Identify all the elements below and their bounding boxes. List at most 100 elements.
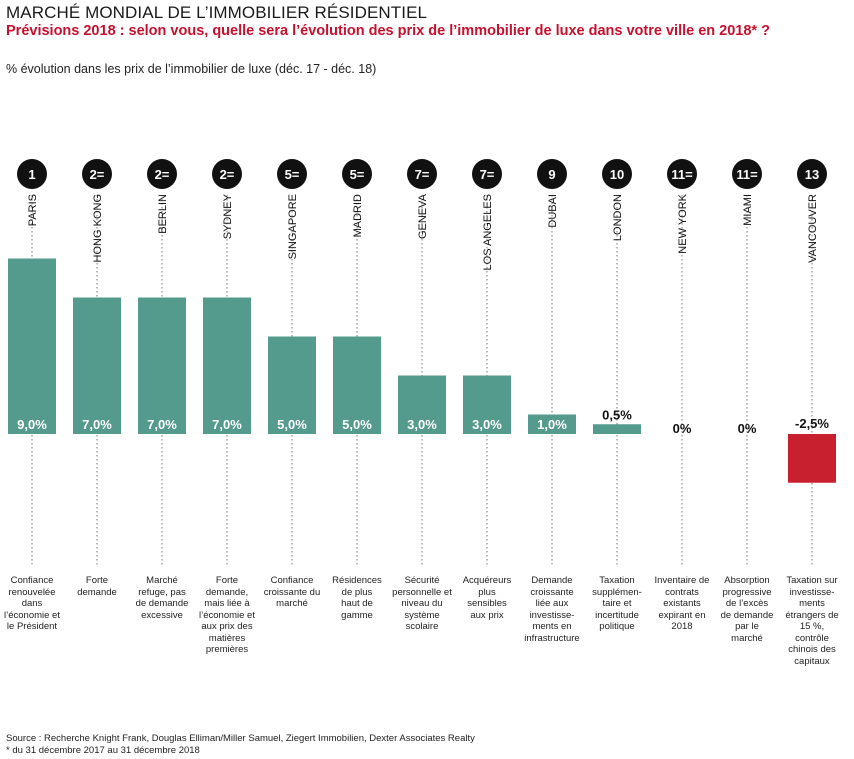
- city-description: Confiance croissante du marché: [260, 575, 324, 610]
- rank-label: 5=: [285, 167, 300, 182]
- description-line: contrats: [665, 586, 699, 598]
- rank-label: 13: [805, 167, 819, 182]
- city-label: GENEVA: [417, 193, 429, 239]
- city-description: Taxation sur investisse-ments étrangers de…: [780, 575, 844, 667]
- description-line: aux prix: [470, 609, 504, 621]
- city-label: BERLIN: [157, 194, 169, 234]
- city-description: Forte demande, mais liée à l’économie et aux…: [195, 575, 259, 656]
- description-line: personnelle et: [392, 586, 452, 598]
- value-label: 0%: [738, 421, 757, 436]
- description-line: l’économie et: [199, 609, 255, 621]
- city-label: SYDNEY: [222, 193, 234, 239]
- rank-badge: [82, 159, 112, 189]
- rank-badge: [212, 159, 242, 189]
- bar: [203, 297, 251, 434]
- description-line: demande,: [205, 586, 249, 598]
- bar-chart: 1 PARIS 9,0% 2= HONG KONG 7,0% 2= BERLIN 7,0% 2= S…: [8, 159, 836, 565]
- city-description: Confiance renouvelée dans l’économie et le P…: [0, 575, 64, 633]
- city-label: HONG KONG: [92, 194, 104, 262]
- description-line: de demande: [135, 598, 189, 609]
- description-line: demande: [77, 586, 117, 598]
- description-line: système: [404, 609, 440, 621]
- city-label: DUBAI: [547, 194, 559, 228]
- bar: [463, 375, 511, 434]
- chart-subtitle: Prévisions 2018 : selon vous, quelle ser…: [6, 23, 770, 39]
- description-line: Demande: [531, 575, 573, 586]
- city-description: Forte demande: [65, 575, 129, 598]
- rank-badge: [602, 159, 632, 189]
- description-line: progressive: [722, 586, 772, 598]
- rank-label: 7=: [415, 167, 430, 182]
- bar: [73, 297, 121, 434]
- bar: [268, 336, 316, 434]
- city-label: NEW YORK: [677, 193, 689, 253]
- rank-badge: [797, 159, 827, 189]
- description-line: étrangers de: [785, 609, 839, 621]
- city-label: SINGAPORE: [287, 194, 299, 259]
- bar: [138, 297, 186, 434]
- description-line: Forte: [215, 575, 239, 586]
- description-line: croissante du: [263, 586, 321, 598]
- y-axis-label: % évolution dans les prix de l’immobilie…: [6, 62, 377, 76]
- description-line: chinois des: [788, 644, 836, 655]
- rank-badge: [667, 159, 697, 189]
- rank-label: 10: [610, 167, 624, 182]
- description-line: liée aux: [535, 598, 569, 609]
- description-line: gamme: [341, 609, 373, 621]
- rank-label: 2=: [155, 167, 170, 182]
- city-label: MADRID: [352, 194, 364, 237]
- bar: [333, 336, 381, 434]
- description-line: de demande: [720, 609, 774, 621]
- rank-label: 1: [28, 167, 35, 182]
- description-line: Absorption: [724, 575, 770, 586]
- description-line: sensibles: [467, 598, 507, 609]
- description-line: Inventaire de: [654, 575, 710, 586]
- rank-badge: [277, 159, 307, 189]
- description-line: investisse-: [529, 609, 575, 621]
- description-line: matières: [208, 632, 246, 644]
- city-description: Résidences de plus haut de gamme: [325, 575, 389, 621]
- description-line: marché: [276, 598, 308, 609]
- description-line: Sécurité: [404, 575, 440, 586]
- city-description: Absorption progressive de l’excès de demand…: [715, 575, 779, 644]
- city-label: VANCOUVER: [807, 194, 819, 263]
- rank-label: 5=: [350, 167, 365, 182]
- value-label: 9,0%: [17, 417, 47, 432]
- value-label: 7,0%: [82, 417, 112, 432]
- city-description: Acquéreurs plus sensibles aux prix: [455, 575, 519, 621]
- description-line: contrôle: [795, 632, 829, 644]
- description-line: l’économie et: [4, 609, 60, 621]
- city-description: Sécurité personnelle et niveau du système sc…: [390, 575, 454, 633]
- description-line: scolaire: [405, 621, 439, 632]
- bar: [593, 424, 641, 434]
- description-line: par le: [735, 621, 759, 632]
- value-label: 7,0%: [147, 417, 177, 432]
- rank-badge: [17, 159, 47, 189]
- city-label: PARIS: [27, 194, 39, 226]
- description-line: refuge, pas: [138, 586, 186, 598]
- bar: [8, 258, 56, 434]
- source-note: Source : Recherche Knight Frank, Douglas…: [6, 733, 475, 744]
- description-line: de l’excès: [725, 598, 769, 609]
- description-line: Forte: [85, 575, 109, 586]
- description-line: Confiance: [10, 575, 54, 586]
- rank-badge: [537, 159, 567, 189]
- rank-label: 11=: [736, 167, 758, 182]
- value-label: 5,0%: [277, 417, 307, 432]
- bar: [528, 414, 576, 434]
- description-line: croissante: [530, 586, 574, 598]
- rank-badge: [147, 159, 177, 189]
- rank-badge: [472, 159, 502, 189]
- city-description: Inventaire de contrats existants expirant e…: [650, 575, 714, 633]
- chart-title: MARCHÉ MONDIAL DE L’IMMOBILIER RÉSIDENTI…: [6, 3, 428, 22]
- city-label: MIAMI: [742, 194, 754, 226]
- description-line: Taxation sur: [786, 575, 838, 586]
- bar: [788, 434, 836, 483]
- rank-label: 2=: [220, 167, 235, 182]
- description-line: expirant en: [658, 609, 706, 621]
- description-line: existants: [663, 598, 701, 609]
- description-line: ments en: [532, 621, 572, 632]
- description-line: incertitude: [595, 609, 639, 621]
- rank-label: 9: [548, 167, 555, 182]
- description-line: de plus: [341, 586, 373, 598]
